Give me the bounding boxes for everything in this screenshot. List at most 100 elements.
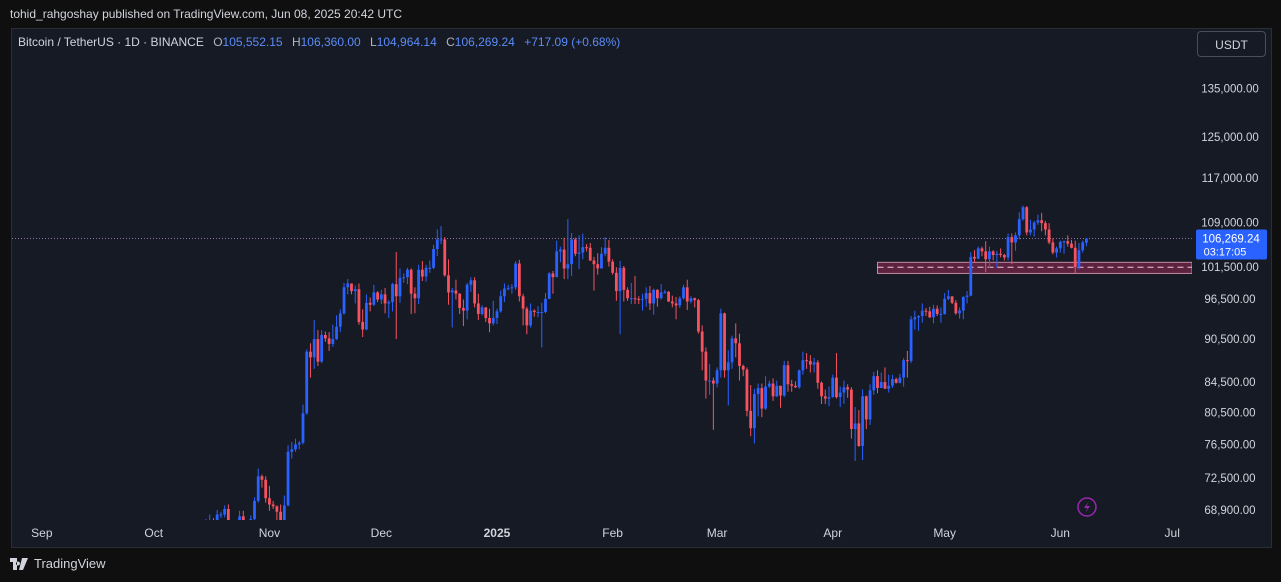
candle-body bbox=[670, 301, 674, 304]
candle-body bbox=[253, 500, 256, 520]
candle-body bbox=[678, 298, 682, 306]
ohlc-value: 106,269.24 bbox=[454, 35, 515, 49]
candle-body bbox=[946, 296, 950, 299]
candle-body bbox=[499, 296, 503, 312]
candle-body bbox=[726, 362, 730, 371]
candle-body bbox=[674, 303, 678, 306]
candle-body bbox=[320, 334, 324, 362]
candle-body bbox=[775, 385, 779, 397]
candle-body bbox=[1002, 255, 1006, 258]
candle-body bbox=[790, 384, 794, 386]
candle-body bbox=[1058, 241, 1062, 249]
candle-body bbox=[999, 253, 1003, 256]
candle-body bbox=[1006, 237, 1010, 258]
candle-body bbox=[439, 239, 443, 241]
candle-body bbox=[275, 506, 279, 512]
candle-body bbox=[629, 298, 633, 300]
candle-body bbox=[443, 239, 447, 276]
y-tick-label: 125,000.00 bbox=[1201, 132, 1259, 144]
candle-body bbox=[387, 302, 391, 304]
candle-body bbox=[551, 273, 555, 278]
ohlc-key: O bbox=[213, 35, 223, 49]
candle-body bbox=[697, 300, 700, 332]
brand-logo bbox=[10, 557, 28, 570]
candle-body bbox=[290, 449, 294, 452]
candle-body bbox=[917, 315, 920, 318]
candle-body bbox=[909, 319, 913, 361]
candle-body bbox=[861, 396, 864, 447]
ohlc-key: L bbox=[370, 35, 377, 49]
candle-body bbox=[1070, 243, 1073, 248]
candle-body bbox=[667, 291, 670, 302]
candle-body bbox=[585, 247, 588, 249]
x-tick-label: Nov bbox=[259, 526, 280, 540]
candle-body bbox=[462, 308, 465, 311]
candle-body bbox=[988, 251, 991, 260]
candle-body bbox=[1010, 237, 1014, 243]
candle-body bbox=[939, 313, 943, 315]
candle-body bbox=[581, 247, 585, 253]
candle-body bbox=[447, 275, 450, 293]
candle-body bbox=[935, 308, 939, 314]
candle-body bbox=[872, 376, 876, 391]
candle-body bbox=[1073, 247, 1077, 268]
candle-body bbox=[879, 382, 883, 389]
brand: TradingView bbox=[34, 556, 106, 571]
candle-body bbox=[603, 247, 607, 254]
candle-body bbox=[659, 292, 663, 299]
y-tick-label: 101,500.00 bbox=[1201, 262, 1259, 274]
candle-body bbox=[607, 247, 611, 262]
candle-body bbox=[544, 298, 547, 312]
candle-body bbox=[723, 313, 726, 371]
candle-body bbox=[682, 287, 685, 299]
candle-body bbox=[469, 280, 473, 285]
candle-body bbox=[823, 396, 827, 399]
candle-body bbox=[738, 343, 741, 366]
candle-body bbox=[566, 264, 570, 269]
candle-body bbox=[794, 385, 797, 388]
candle-body bbox=[350, 283, 353, 292]
candle-body bbox=[435, 239, 439, 249]
candle-body bbox=[268, 498, 271, 505]
x-tick-label: Sep bbox=[31, 526, 53, 540]
candle-body bbox=[614, 272, 618, 292]
candle-body bbox=[1021, 207, 1025, 220]
ohlc-key: C bbox=[446, 35, 455, 49]
candle-body bbox=[812, 362, 816, 365]
candle-body bbox=[525, 308, 529, 326]
candle-body bbox=[924, 310, 928, 312]
candle-body bbox=[256, 476, 260, 501]
currency-button[interactable]: USDT bbox=[1197, 31, 1266, 57]
x-tick-label: Jul bbox=[1165, 526, 1180, 540]
candle-body bbox=[465, 284, 469, 311]
candle-body bbox=[786, 365, 790, 385]
candle-body bbox=[715, 370, 719, 384]
candle-body bbox=[480, 307, 484, 314]
candle-body bbox=[652, 289, 656, 304]
change: +717.09 (+0.68%) bbox=[524, 35, 621, 49]
candle-body bbox=[808, 360, 812, 365]
candle-body bbox=[700, 331, 704, 352]
candle-body bbox=[961, 296, 965, 311]
candle-body bbox=[618, 267, 622, 292]
x-tick-label: 2025 bbox=[484, 526, 511, 540]
candle-body bbox=[420, 269, 424, 277]
y-tick-label: 84,500.00 bbox=[1204, 377, 1255, 389]
candle-body bbox=[491, 317, 495, 324]
candle-body bbox=[950, 296, 954, 303]
candle-body bbox=[741, 365, 745, 370]
candle-body bbox=[547, 273, 551, 299]
candle-body bbox=[327, 338, 331, 344]
candle-body bbox=[323, 334, 327, 339]
y-tick-label: 135,000.00 bbox=[1201, 84, 1259, 96]
candle-body bbox=[685, 287, 689, 302]
candle-body bbox=[361, 322, 365, 330]
candle-body bbox=[771, 383, 775, 397]
candle-body bbox=[282, 505, 286, 520]
candle-body bbox=[611, 261, 615, 273]
candle-body bbox=[894, 379, 898, 383]
candle-body bbox=[368, 302, 372, 305]
